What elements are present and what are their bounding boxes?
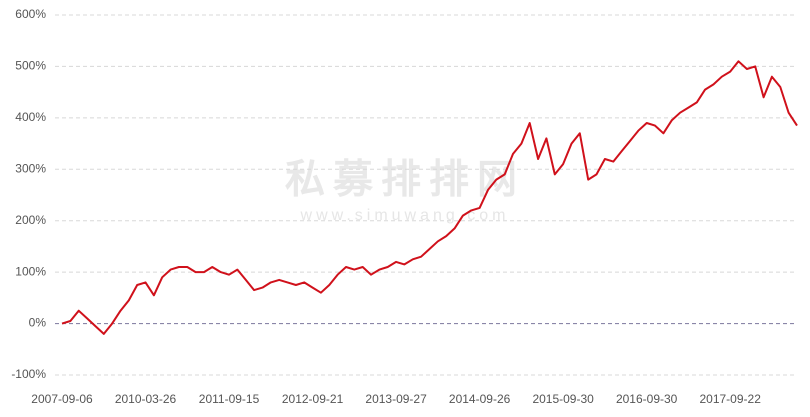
x-tick-label: 2015-09-30 [532, 392, 594, 406]
y-tick-label: 600% [15, 7, 46, 21]
y-tick-label: 300% [15, 161, 46, 175]
line-series [61, 60, 798, 335]
x-tick-label: 2016-09-30 [616, 392, 678, 406]
y-tick-label: -100% [11, 367, 46, 381]
x-tick-label: 2011-09-15 [199, 392, 260, 406]
x-tick-label: 2012-09-21 [282, 392, 344, 406]
x-tick-label: 2010-03-26 [115, 392, 177, 406]
x-tick-label: 2014-09-26 [449, 392, 511, 406]
watermark: 私募排排网 [285, 158, 525, 202]
watermark-url: www.simuwang.com [300, 207, 510, 224]
y-tick-label: 100% [15, 264, 46, 278]
y-tick-label: 500% [15, 59, 46, 73]
y-tick-label: 400% [15, 110, 46, 124]
y-tick-label: 200% [15, 213, 46, 227]
x-tick-label: 2013-09-27 [365, 392, 427, 406]
x-tick-label: 2007-09-06 [31, 392, 93, 406]
x-tick-label: 2017-09-22 [699, 392, 761, 406]
y-tick-label: 0% [29, 316, 47, 330]
